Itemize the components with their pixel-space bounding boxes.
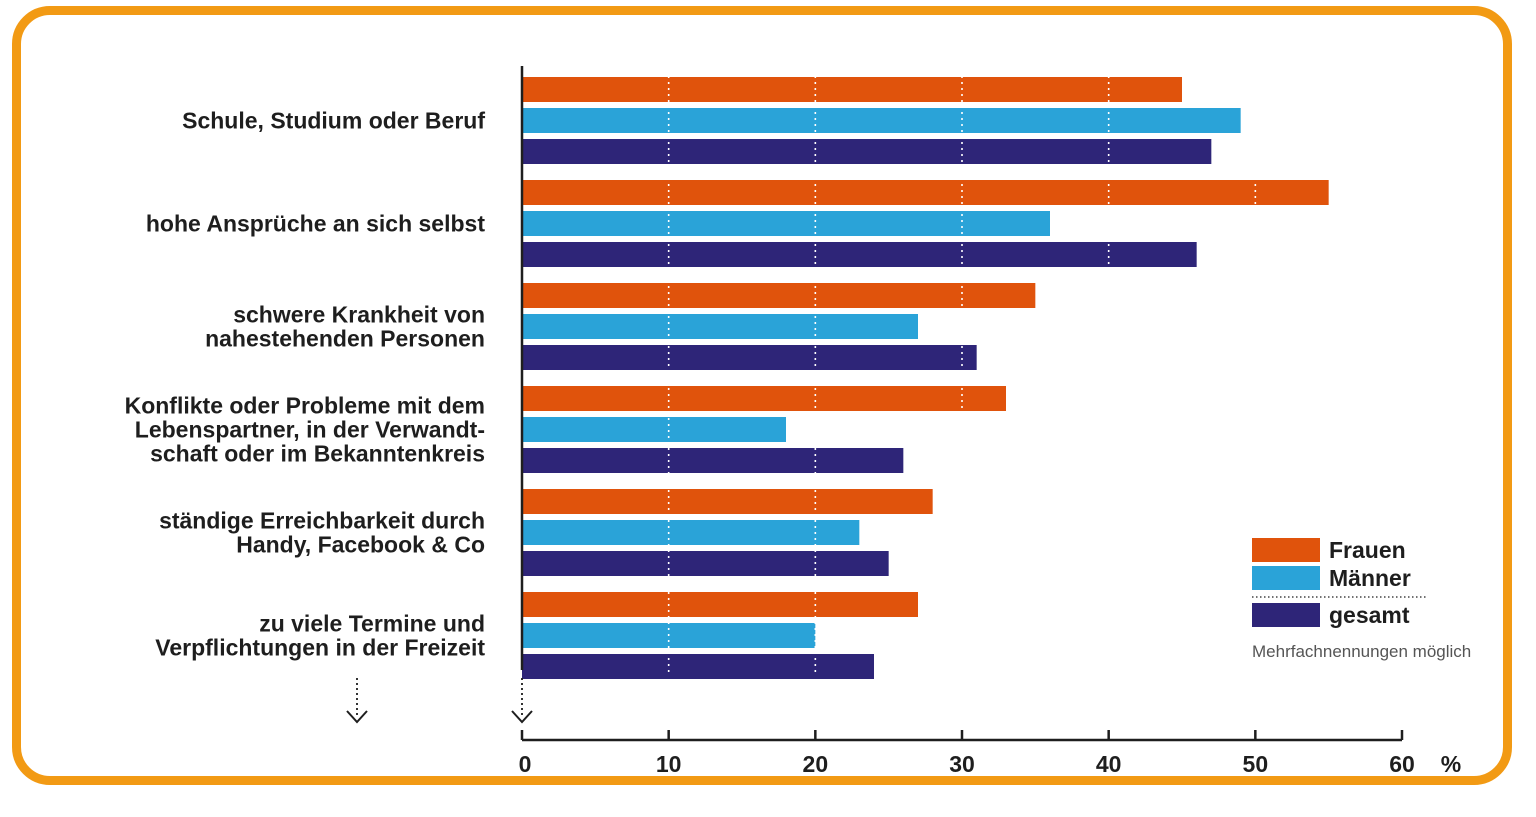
label-arrow-icon-head: [346, 710, 368, 724]
x-tick-label: 40: [1096, 751, 1122, 777]
legend-swatch-m-nner: [1252, 566, 1320, 590]
x-tick-label: 10: [656, 751, 682, 777]
x-tick-label: 60: [1389, 751, 1415, 777]
category-label: schaft oder im Bekanntenkreis: [150, 441, 485, 467]
legend-label-frauen: Frauen: [1329, 537, 1406, 563]
gridlines-group: [667, 76, 1257, 672]
bar-frauen-5: [522, 489, 933, 514]
bar-frauen-3: [522, 283, 1036, 308]
x-tick-label: 0: [519, 751, 532, 777]
bar-gesamt-4: [522, 448, 904, 473]
x-tick-label: 50: [1243, 751, 1269, 777]
bar-m-nner-5: [522, 520, 860, 545]
bar-frauen-2: [522, 180, 1329, 205]
category-label: schwere Krankheit von: [233, 302, 485, 328]
bar-gesamt-3: [522, 345, 977, 370]
bar-gesamt-1: [522, 139, 1212, 164]
bar-frauen-1: [522, 77, 1182, 102]
bar-m-nner-2: [522, 211, 1050, 236]
legend-label-gesamt: gesamt: [1329, 602, 1410, 628]
legend-swatch-gesamt: [1252, 603, 1320, 627]
category-label: zu viele Termine und: [259, 611, 485, 637]
bar-frauen-4: [522, 386, 1006, 411]
bar-m-nner-3: [522, 314, 918, 339]
bar-gesamt-5: [522, 551, 889, 576]
category-label: Verpflichtungen in der Freizeit: [155, 635, 485, 661]
bar-gesamt-6: [522, 654, 874, 679]
bar-gesamt-2: [522, 242, 1197, 267]
bars-group: [522, 77, 1329, 679]
category-label: hohe Ansprüche an sich selbst: [146, 211, 485, 237]
category-labels-group: Schule, Studium oder Beruf hohe Ansprüche…: [125, 108, 486, 661]
axis-arrow-icon-head: [511, 710, 533, 724]
x-tick-label: 30: [949, 751, 975, 777]
bar-m-nner-4: [522, 417, 786, 442]
legend-note: Mehrfachnennungen möglich: [1252, 642, 1471, 661]
bar-frauen-6: [522, 592, 918, 617]
x-axis: 0 10 20 30 40 50 60%: [346, 66, 1461, 777]
bar-m-nner-1: [522, 108, 1241, 133]
legend-label-m-nner: Männer: [1329, 565, 1411, 591]
legend-swatch-frauen: [1252, 538, 1320, 562]
category-label: Lebenspartner, in der Verwandt-: [135, 417, 485, 443]
category-label: nahestehenden Personen: [205, 326, 485, 352]
x-tick-label: 20: [803, 751, 829, 777]
x-unit-label: %: [1441, 751, 1461, 777]
category-label: ständige Erreichbarkeit durch: [159, 508, 485, 534]
category-label: Konflikte oder Probleme mit dem: [125, 393, 485, 419]
category-label: Schule, Studium oder Beruf: [182, 108, 485, 134]
category-label: Handy, Facebook & Co: [236, 532, 485, 558]
